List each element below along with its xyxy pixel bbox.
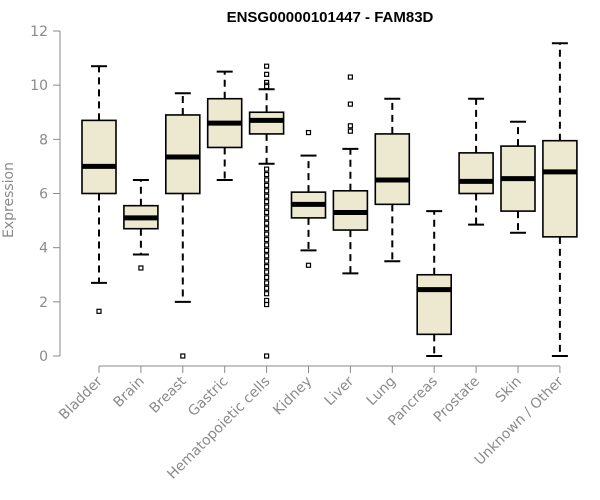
x-tick-label: Bladder: [56, 373, 106, 423]
outlier-point: [264, 253, 270, 259]
outlier-point: [347, 101, 353, 107]
x-tick-label: Skin: [492, 374, 524, 406]
outlier-point: [305, 129, 312, 136]
outlier-point: [264, 297, 270, 304]
x-tick-label: Brain: [110, 374, 147, 411]
outlier-point: [264, 182, 270, 188]
box-lung: [374, 97, 411, 263]
outlier-point: [264, 226, 270, 232]
outlier-point: [264, 215, 270, 221]
outlier-point: [264, 71, 270, 77]
outlier-point: [264, 301, 270, 308]
outlier-point: [264, 209, 270, 216]
box-iqr: [458, 152, 494, 195]
y-tick-label: 6: [39, 187, 48, 203]
outlier-point: [264, 274, 270, 281]
box-skin: [500, 120, 536, 234]
x-tick-label: Lung: [364, 374, 399, 409]
outlier-point: [305, 262, 312, 268]
box-series: [81, 42, 578, 359]
outlier-point: [264, 231, 270, 237]
box-iqr: [542, 139, 578, 238]
box-iqr: [81, 119, 117, 195]
box-iqr: [248, 111, 285, 135]
x-tick-label: Liver: [322, 373, 358, 409]
outlier-point: [264, 236, 270, 243]
x-tick-label: Kidney: [270, 374, 315, 419]
outlier-point: [264, 83, 270, 90]
y-axis-label: Expression: [1, 162, 17, 238]
box-kidney: [290, 129, 327, 268]
box-iqr: [165, 114, 201, 195]
box-unknown-other: [542, 42, 578, 357]
y-tick-label: 0: [39, 349, 48, 365]
x-tick-label: Prostate: [431, 374, 483, 426]
y-tick-label: 12: [30, 24, 48, 40]
outlier-point: [180, 353, 186, 359]
outlier-point: [264, 353, 270, 359]
outlier-point: [264, 269, 270, 275]
outlier-point: [264, 177, 270, 183]
box-iqr: [416, 273, 453, 336]
y-tick-label: 8: [39, 132, 48, 148]
box-gastric: [206, 70, 243, 181]
outlier-point: [264, 242, 270, 248]
outlier-point: [264, 193, 270, 199]
outlier-point: [264, 247, 270, 253]
outlier-point: [264, 204, 270, 210]
box-brain: [123, 178, 159, 271]
chart-title: ENSG00000101447 - FAM83D: [227, 9, 434, 26]
y-tick-label: 10: [30, 78, 48, 94]
box-prostate: [458, 97, 494, 226]
y-tick-label: 2: [39, 295, 48, 311]
outlier-point: [264, 264, 270, 270]
outlier-point: [347, 123, 353, 129]
outlier-point: [264, 220, 270, 226]
box-liver: [332, 74, 369, 275]
outlier-point: [96, 308, 102, 314]
outlier-point: [264, 199, 270, 205]
outlier-point: [264, 280, 270, 286]
outlier-point: [264, 285, 270, 291]
outlier-point: [264, 63, 270, 69]
box-bladder: [81, 65, 117, 314]
outlier-point: [264, 166, 270, 172]
box-iqr: [374, 133, 411, 206]
box-pancreas: [416, 210, 453, 357]
box-hematopoietic-cells: [248, 63, 285, 359]
box-breast: [165, 92, 201, 359]
y-tick-label: 4: [39, 241, 48, 257]
y-axis: 0 2 4 6 8 10 12: [30, 24, 61, 365]
outlier-point: [138, 265, 144, 271]
x-tick-label: Breast: [146, 373, 190, 417]
outlier-point: [347, 128, 353, 134]
outlier-point: [264, 188, 270, 194]
outlier-point: [264, 291, 270, 297]
outlier-point: [264, 258, 270, 264]
outlier-point: [347, 74, 353, 80]
outlier-point: [264, 171, 270, 178]
